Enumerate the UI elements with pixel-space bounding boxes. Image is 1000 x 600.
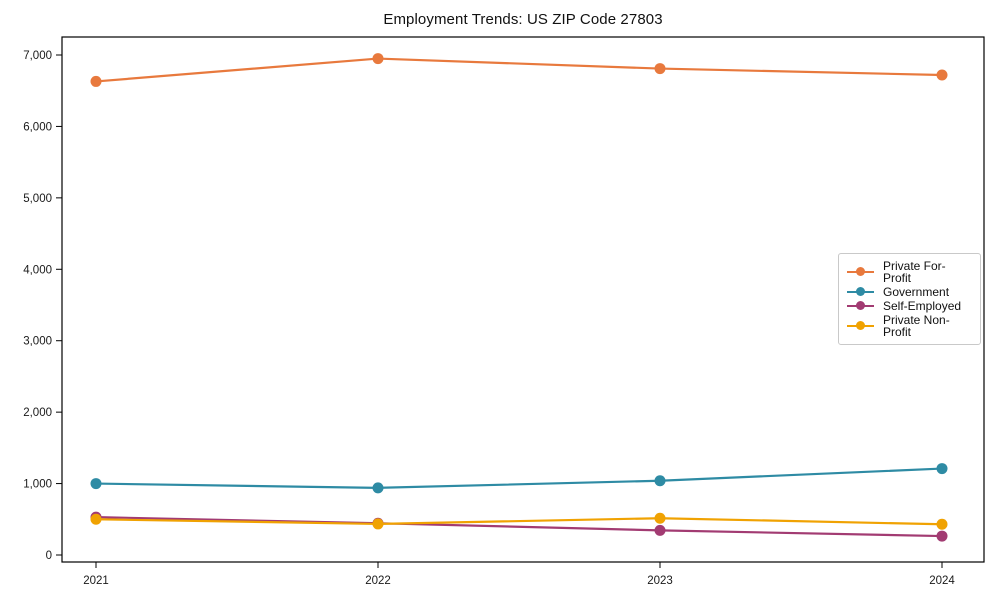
data-point-marker	[90, 478, 102, 490]
y-tick-label: 4,000	[23, 264, 52, 276]
legend-label: Self-Employed	[883, 299, 962, 313]
data-point-marker	[654, 63, 666, 75]
legend-dot-icon	[856, 301, 865, 310]
data-point-marker	[654, 475, 666, 487]
legend-item: Private Non-Profit	[847, 314, 972, 338]
legend: Private For-Profit Government Self-Employe…	[838, 253, 981, 345]
data-point-marker	[372, 53, 384, 65]
legend-dot-icon	[856, 287, 865, 296]
legend-item: Private For-Profit	[847, 260, 972, 284]
legend-item: Government	[847, 286, 972, 298]
legend-marker-icon	[847, 321, 874, 331]
y-tick-label: 0	[46, 550, 52, 562]
data-point-marker	[372, 482, 384, 494]
x-tick-label: 2021	[83, 575, 109, 587]
data-point-marker	[654, 512, 666, 524]
plot-frame	[61, 36, 985, 563]
legend-dot-icon	[856, 321, 865, 330]
y-tick-label: 5,000	[23, 193, 52, 205]
series-line	[95, 516, 943, 538]
x-tick-label: 2024	[929, 575, 955, 587]
series-line	[95, 467, 943, 489]
legend-label: Private Non-Profit	[883, 313, 950, 339]
x-tick-label: 2023	[647, 575, 673, 587]
chart-title: Employment Trends: US ZIP Code 27803	[383, 11, 663, 28]
data-point-marker	[654, 524, 666, 536]
legend-dot-icon	[856, 267, 865, 276]
data-point-marker	[936, 69, 948, 81]
legend-label: Private For-Profit	[883, 259, 946, 285]
series-line	[95, 57, 943, 83]
x-tick-label: 2022	[365, 575, 391, 587]
legend-marker-icon	[847, 301, 874, 311]
y-tick-label: 6,000	[23, 121, 52, 133]
data-point-marker	[372, 518, 384, 530]
data-point-marker	[90, 513, 102, 525]
y-tick-label: 1,000	[23, 479, 52, 491]
legend-marker-icon	[847, 267, 874, 277]
data-point-marker	[90, 75, 102, 87]
y-tick-label: 7,000	[23, 50, 52, 62]
legend-label: Government	[883, 285, 950, 299]
series-line	[95, 517, 943, 526]
data-point-marker	[936, 530, 948, 542]
data-point-marker	[936, 463, 948, 475]
legend-item: Self-Employed	[847, 300, 972, 312]
legend-marker-icon	[847, 287, 874, 297]
data-point-marker	[936, 518, 948, 530]
y-tick-label: 3,000	[23, 336, 52, 348]
y-tick-label: 2,000	[23, 407, 52, 419]
